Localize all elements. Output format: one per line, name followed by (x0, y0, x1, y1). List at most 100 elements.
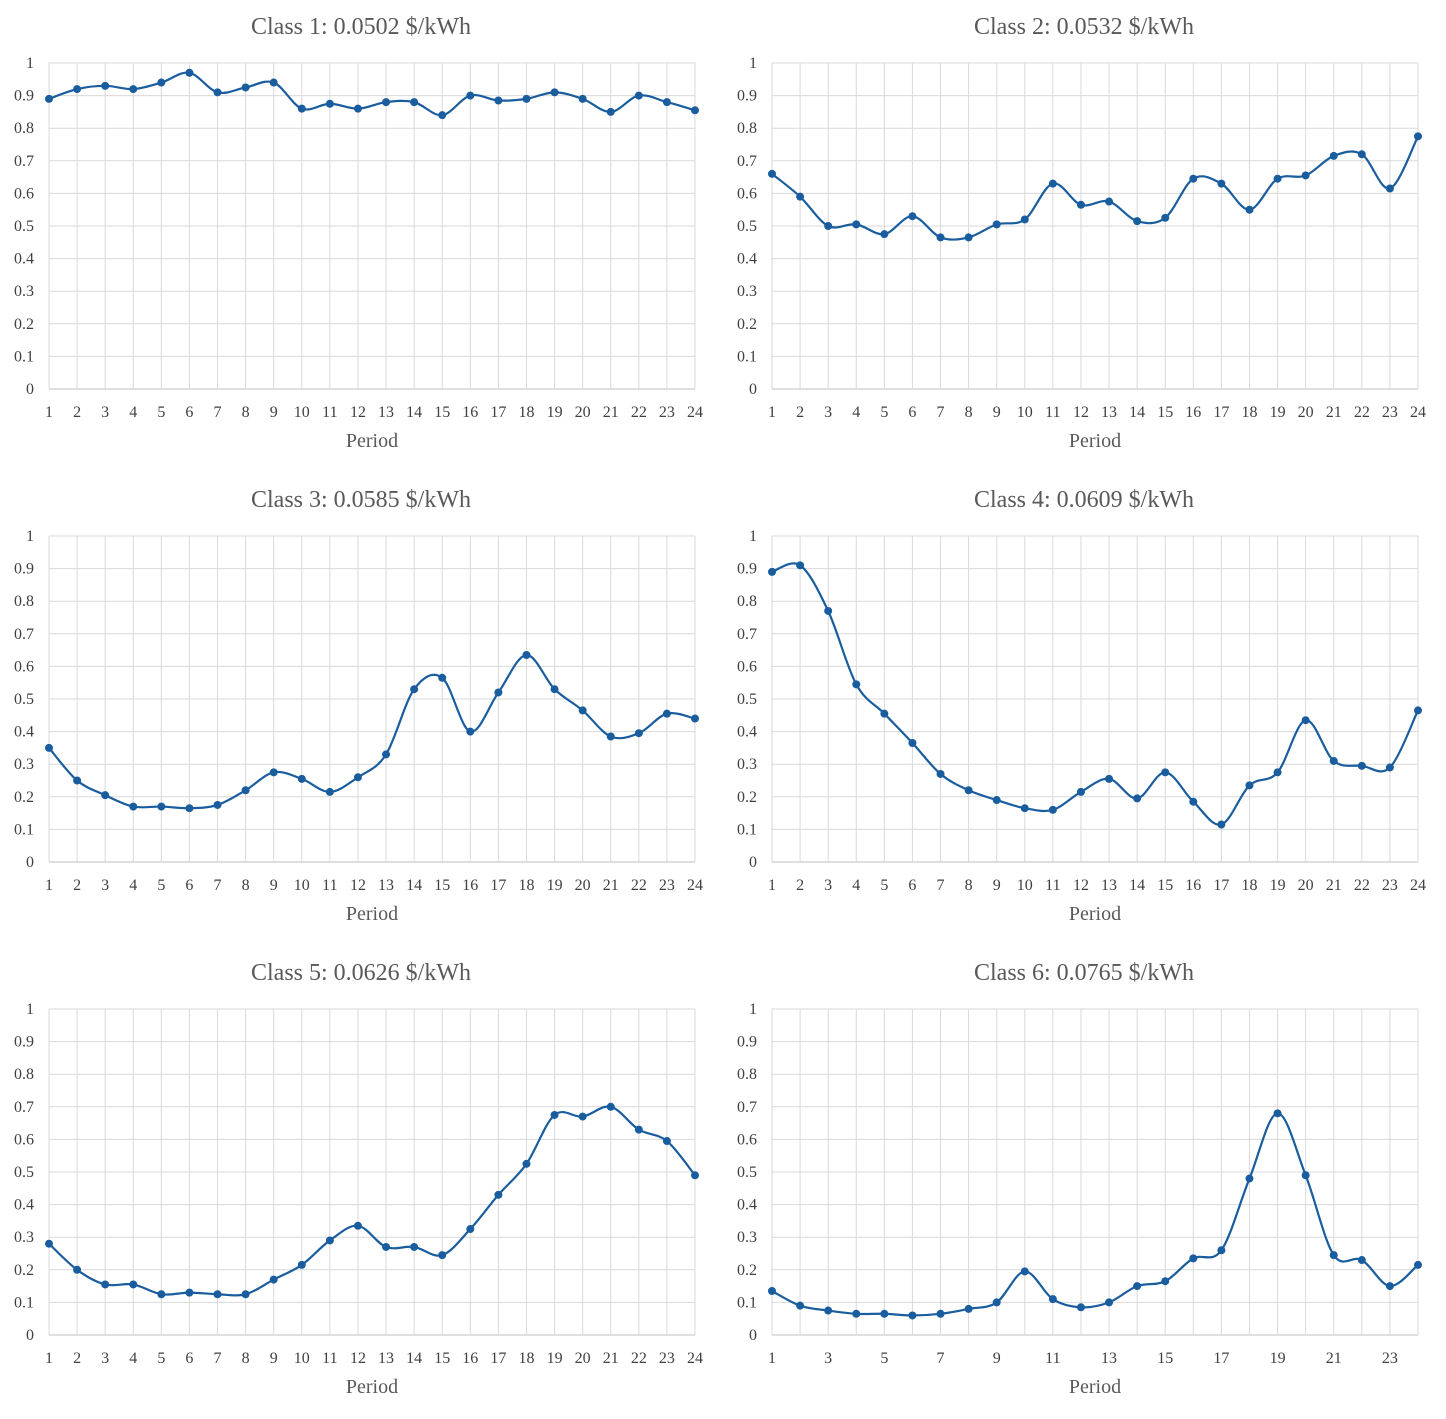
x-tick-label: 16 (462, 877, 478, 894)
y-tick-label: 0.2 (14, 789, 34, 806)
x-tick-label: 20 (1298, 404, 1314, 421)
x-tick-label: 7 (214, 404, 222, 421)
x-tick-label: 17 (490, 1350, 506, 1367)
data-point (852, 220, 861, 229)
data-point (1020, 215, 1029, 224)
x-tick-label: 16 (1185, 404, 1201, 421)
y-tick-label: 0.1 (14, 821, 34, 838)
data-point (852, 1309, 861, 1318)
data-point (522, 1159, 531, 1168)
data-point (1385, 763, 1394, 772)
x-tick-label: 24 (1410, 404, 1426, 421)
y-tick-label: 0 (26, 1327, 34, 1344)
y-tick-label: 0.5 (737, 218, 757, 235)
y-tick-label: 0.5 (737, 691, 757, 708)
chart-svg: Class 5: 0.0626 $/kWh 0 0.1 0.2 0.3 0.4 0.5 0.6… (14, 960, 703, 1398)
data-point (691, 106, 699, 115)
y-tick-label: 1 (26, 1001, 34, 1018)
x-tick-label: 12 (350, 404, 366, 421)
data-point (1385, 1282, 1394, 1291)
y-tick-label: 0 (26, 854, 34, 871)
x-tick-label: 14 (406, 877, 422, 894)
data-point (213, 800, 222, 809)
x-tick-label: 11 (1045, 877, 1060, 894)
x-tick-label: 3 (824, 404, 832, 421)
x-tick-label: 6 (185, 1350, 193, 1367)
x-tick-label: 17 (490, 404, 506, 421)
x-tick-label: 2 (73, 877, 81, 894)
y-tick-label: 0.8 (737, 593, 757, 610)
data-point (241, 786, 250, 795)
data-point (269, 78, 278, 87)
x-tick-label: 18 (1241, 877, 1257, 894)
chart-title: Class 3: 0.0585 $/kWh (251, 487, 471, 513)
chart-panel-class-1: Class 1: 0.0502 $/kWh 0 0.1 0.2 0.3 0.4 0.5 0.6… (0, 0, 723, 473)
x-tick-label: 7 (937, 1350, 945, 1367)
x-tick-label: 1 (768, 1350, 776, 1367)
y-tick-label: 0.9 (737, 1034, 757, 1051)
data-point (466, 1225, 475, 1234)
data-point (1329, 756, 1338, 765)
x-tick-label: 7 (214, 1350, 222, 1367)
data-point (522, 94, 531, 103)
x-tick-label: 24 (687, 1350, 703, 1367)
x-tick-label: 24 (1410, 877, 1426, 894)
x-tick-label: 9 (270, 1350, 278, 1367)
x-tick-label: 13 (378, 877, 394, 894)
x-tick-label: 13 (378, 404, 394, 421)
y-tick-label: 0.5 (14, 691, 34, 708)
x-tick-label: 8 (965, 404, 973, 421)
data-point (466, 727, 475, 736)
y-tick-label: 0 (749, 381, 757, 398)
y-tick-label: 0.4 (14, 251, 34, 268)
x-tick-label: 23 (1382, 404, 1398, 421)
data-point (796, 1301, 805, 1310)
chart-title: Class 5: 0.0626 $/kWh (251, 960, 471, 986)
x-tick-label: 20 (575, 404, 591, 421)
y-tick-label: 0.1 (737, 821, 757, 838)
x-tick-label: 22 (1354, 404, 1370, 421)
data-point (45, 1239, 53, 1248)
data-point (1048, 805, 1057, 814)
data-point (1301, 716, 1310, 725)
x-tick-label: 20 (575, 1350, 591, 1367)
x-tick-label: 21 (603, 404, 619, 421)
y-tick-label: 0.8 (14, 593, 34, 610)
x-tick-label: 5 (157, 404, 165, 421)
data-point (634, 729, 643, 738)
chart-title: Class 6: 0.0765 $/kWh (974, 960, 1194, 986)
x-tick-label: 15 (1157, 1350, 1173, 1367)
y-tick-label: 0 (26, 381, 34, 398)
data-point (1329, 151, 1338, 160)
x-tick-label: 8 (242, 877, 250, 894)
x-tick-label: 14 (1129, 877, 1145, 894)
data-point (606, 732, 615, 741)
data-point (1105, 774, 1114, 783)
data-point (1245, 205, 1254, 214)
chart-svg: Class 1: 0.0502 $/kWh 0 0.1 0.2 0.3 0.4 0.5 0.6… (14, 14, 703, 452)
x-tick-label: 17 (1213, 877, 1229, 894)
data-point (1133, 794, 1142, 803)
data-point (964, 233, 973, 242)
y-tick-label: 0.9 (14, 1034, 34, 1051)
data-point (45, 94, 53, 103)
data-point (73, 1265, 82, 1274)
data-point (936, 769, 945, 778)
data-point (466, 91, 475, 100)
data-point (908, 1311, 917, 1320)
data-point (410, 685, 419, 694)
chart-title: Class 2: 0.0532 $/kWh (974, 14, 1194, 40)
x-tick-label: 12 (350, 877, 366, 894)
data-point (662, 1137, 671, 1146)
chart-title: Class 1: 0.0502 $/kWh (251, 14, 471, 40)
y-tick-label: 0.5 (14, 1164, 34, 1181)
x-tick-label: 20 (575, 877, 591, 894)
data-point (522, 650, 531, 659)
x-axis-label: Period (346, 903, 398, 925)
data-point (578, 94, 587, 103)
y-tick-label: 0 (749, 854, 757, 871)
x-tick-label: 24 (687, 877, 703, 894)
x-tick-label: 14 (406, 404, 422, 421)
data-point (1020, 1267, 1029, 1276)
